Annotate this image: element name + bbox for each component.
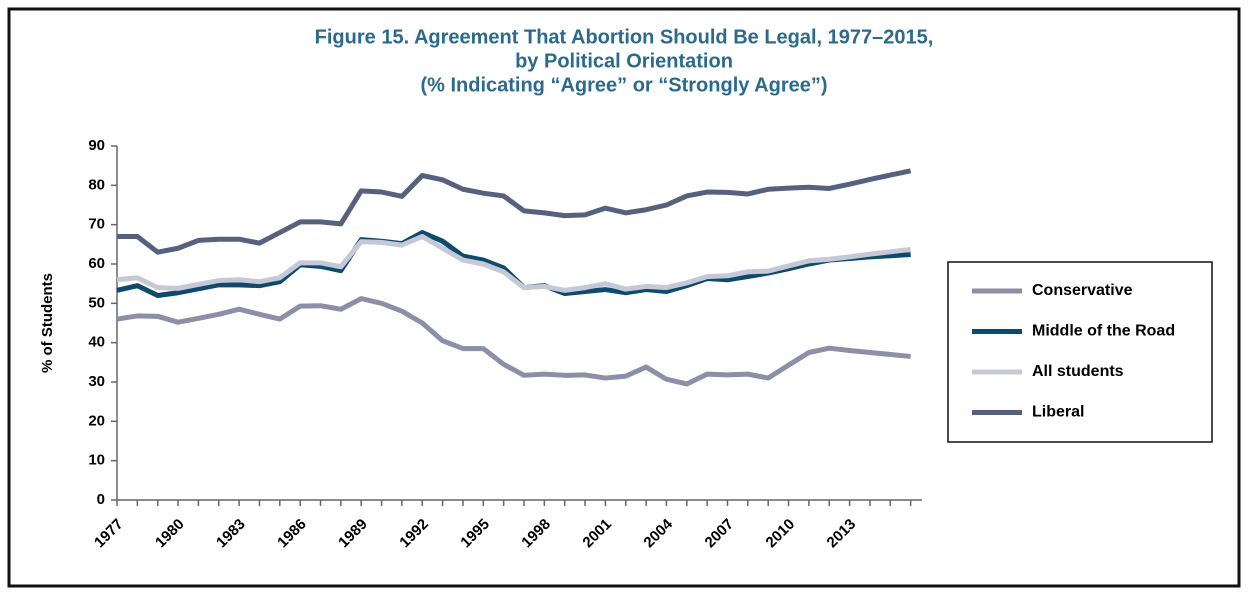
y-tick-label: 40 — [88, 334, 105, 351]
chart-title: by Political Orientation — [515, 50, 733, 72]
legend-label: Liberal — [1032, 404, 1084, 421]
chart-title: Figure 15. Agreement That Abortion Shoul… — [315, 26, 934, 48]
y-tick-label: 10 — [88, 452, 105, 469]
x-tick-label: 2004 — [640, 515, 676, 551]
legend-label: Middle of the Road — [1032, 323, 1175, 340]
x-tick-label: 1995 — [457, 516, 493, 552]
legend-label: All students — [1032, 363, 1124, 380]
series-line — [116, 233, 911, 293]
y-axis-label: % of Students — [39, 273, 56, 373]
chart-title: (% Indicating “Agree” or “Strongly Agree… — [420, 74, 827, 96]
x-tick-label: 1986 — [274, 516, 310, 552]
x-tick-label: 2010 — [763, 516, 799, 552]
x-tick-label: 2001 — [579, 516, 615, 552]
x-tick-label: 1998 — [518, 516, 554, 552]
x-tick-label: 1992 — [396, 516, 432, 552]
y-tick-label: 60 — [88, 255, 105, 272]
x-tick-label: 2007 — [702, 516, 738, 552]
y-tick-label: 0 — [97, 491, 105, 508]
y-tick-label: 20 — [88, 412, 105, 429]
y-tick-label: 50 — [88, 294, 105, 311]
frame — [7, 7, 1241, 588]
x-tick-label: 1989 — [335, 516, 371, 552]
y-tick-label: 30 — [88, 373, 105, 390]
y-tick-label: 80 — [88, 176, 105, 193]
series-line — [117, 168, 912, 255]
y-tick-label: 90 — [88, 137, 105, 154]
series-line — [116, 296, 911, 387]
y-tick-label: 70 — [88, 216, 105, 233]
x-tick-label: 1977 — [91, 516, 127, 552]
x-tick-label: 1983 — [213, 516, 249, 552]
legend-label: Conservative — [1032, 282, 1133, 299]
x-tick-label: 1980 — [152, 516, 188, 552]
x-tick-label: 2013 — [824, 516, 860, 552]
